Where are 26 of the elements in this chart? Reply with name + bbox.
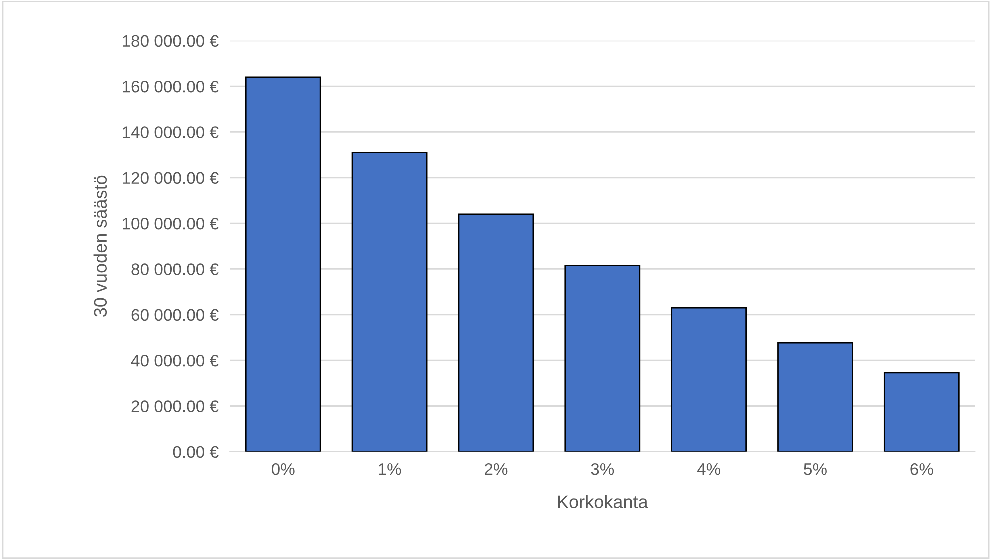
bar	[245, 76, 322, 452]
x-tick-label: 3%	[591, 463, 614, 476]
y-tick-label: 140 000.00 €	[123, 126, 219, 138]
x-tick-label: 2%	[485, 463, 508, 476]
y-tick-label: 180 000.00 €	[123, 35, 219, 48]
y-tick-label: 0.00 €	[173, 446, 219, 458]
bar	[458, 214, 534, 452]
bar	[352, 152, 428, 452]
y-tick-label: 20 000.00 €	[132, 400, 219, 412]
y-tick-label: 100 000.00 €	[123, 218, 219, 230]
y-axis-title: 30 vuoden säästö	[94, 176, 108, 317]
y-tick-label: 80 000.00 €	[132, 264, 219, 276]
y-tick-label: 160 000.00 €	[123, 80, 219, 93]
x-tick-label: 4%	[697, 464, 721, 476]
bar	[884, 372, 960, 452]
bar	[564, 265, 641, 452]
x-axis-title: Korkokanta	[558, 495, 648, 508]
x-tick-label: 5%	[804, 464, 827, 476]
bar	[778, 342, 854, 452]
x-tick-label: 1%	[379, 464, 402, 476]
x-tick-label: 6%	[910, 463, 934, 476]
bar	[671, 307, 748, 452]
x-tick-label: 0%	[272, 463, 295, 476]
y-tick-label: 60 000.00 €	[132, 309, 219, 322]
y-tick-label: 40 000.00 €	[131, 354, 219, 367]
y-tick-label: 120 000.00 €	[123, 172, 219, 184]
